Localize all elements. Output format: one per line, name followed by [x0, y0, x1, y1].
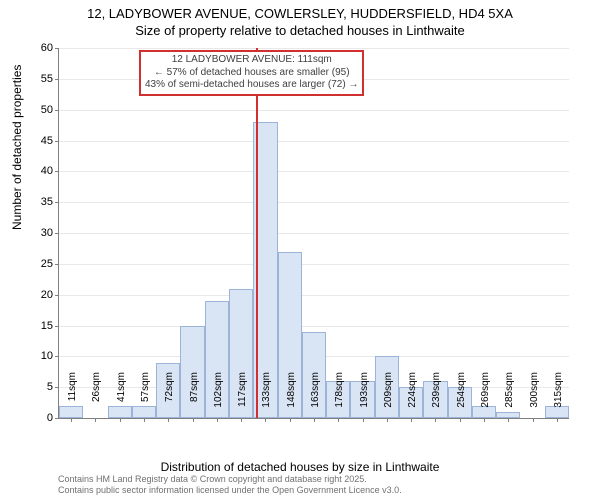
annotation-box: 12 LADYBOWER AVENUE: 111sqm ← 57% of det…	[139, 50, 364, 96]
xtick-mark	[411, 418, 412, 422]
xtick-label: 87sqm	[189, 372, 200, 422]
ytick-label: 55	[41, 73, 53, 85]
xtick-label: 193sqm	[359, 372, 370, 422]
footer-line-2: Contains public sector information licen…	[58, 485, 402, 496]
xtick-mark	[363, 418, 364, 422]
xtick-mark	[265, 418, 266, 422]
xtick-label: 11sqm	[67, 372, 78, 422]
xtick-label: 300sqm	[529, 372, 540, 422]
xtick-label: 41sqm	[116, 372, 127, 422]
chart-title: 12, LADYBOWER AVENUE, COWLERSLEY, HUDDER…	[0, 0, 600, 40]
ytick-mark	[55, 202, 59, 203]
footer: Contains HM Land Registry data © Crown c…	[58, 474, 402, 496]
xtick-label: 269sqm	[480, 372, 491, 422]
ytick-mark	[55, 264, 59, 265]
ytick-mark	[55, 48, 59, 49]
xtick-mark	[120, 418, 121, 422]
ytick-mark	[55, 387, 59, 388]
title-line-2: Size of property relative to detached ho…	[0, 23, 600, 40]
gridline	[59, 171, 569, 172]
ytick-label: 30	[41, 227, 53, 239]
xtick-mark	[144, 418, 145, 422]
gridline	[59, 202, 569, 203]
xtick-mark	[193, 418, 194, 422]
xtick-label: 209sqm	[383, 372, 394, 422]
x-axis-label: Distribution of detached houses by size …	[0, 460, 600, 474]
gridline	[59, 110, 569, 111]
ytick-label: 10	[41, 350, 53, 362]
gridline	[59, 233, 569, 234]
ytick-mark	[55, 418, 59, 419]
ytick-label: 0	[47, 412, 53, 424]
xtick-label: 163sqm	[310, 372, 321, 422]
ytick-mark	[55, 171, 59, 172]
y-axis-label: Number of detached properties	[10, 65, 24, 230]
xtick-label: 26sqm	[91, 372, 102, 422]
ytick-label: 35	[41, 196, 53, 208]
ytick-label: 60	[41, 42, 53, 54]
ytick-mark	[55, 326, 59, 327]
gridline	[59, 141, 569, 142]
ytick-mark	[55, 141, 59, 142]
ytick-mark	[55, 356, 59, 357]
xtick-mark	[95, 418, 96, 422]
ytick-label: 20	[41, 289, 53, 301]
xtick-label: 285sqm	[504, 372, 515, 422]
reference-line	[256, 48, 258, 418]
ytick-label: 40	[41, 165, 53, 177]
ytick-mark	[55, 79, 59, 80]
xtick-mark	[484, 418, 485, 422]
annotation-line-3: 43% of semi-detached houses are larger (…	[145, 79, 358, 92]
ytick-label: 25	[41, 258, 53, 270]
xtick-label: 315sqm	[553, 372, 564, 422]
ytick-label: 50	[41, 104, 53, 116]
xtick-mark	[460, 418, 461, 422]
chart-container: 12, LADYBOWER AVENUE, COWLERSLEY, HUDDER…	[0, 0, 600, 500]
gridline	[59, 295, 569, 296]
ytick-mark	[55, 233, 59, 234]
xtick-mark	[557, 418, 558, 422]
gridline	[59, 48, 569, 49]
xtick-mark	[71, 418, 72, 422]
gridline	[59, 264, 569, 265]
xtick-mark	[314, 418, 315, 422]
xtick-mark	[168, 418, 169, 422]
xtick-mark	[290, 418, 291, 422]
xtick-mark	[217, 418, 218, 422]
xtick-mark	[533, 418, 534, 422]
xtick-label: 148sqm	[286, 372, 297, 422]
xtick-label: 239sqm	[431, 372, 442, 422]
annotation-line-1: 12 LADYBOWER AVENUE: 111sqm	[145, 54, 358, 67]
xtick-mark	[338, 418, 339, 422]
xtick-mark	[435, 418, 436, 422]
title-line-1: 12, LADYBOWER AVENUE, COWLERSLEY, HUDDER…	[0, 6, 600, 23]
plot-area: 05101520253035404550556011sqm26sqm41sqm5…	[58, 48, 569, 419]
xtick-mark	[241, 418, 242, 422]
xtick-label: 178sqm	[334, 372, 345, 422]
ytick-mark	[55, 110, 59, 111]
ytick-mark	[55, 295, 59, 296]
ytick-label: 15	[41, 320, 53, 332]
xtick-label: 117sqm	[237, 372, 248, 422]
gridline	[59, 326, 569, 327]
xtick-label: 72sqm	[164, 372, 175, 422]
xtick-label: 224sqm	[407, 372, 418, 422]
xtick-mark	[508, 418, 509, 422]
xtick-label: 57sqm	[140, 372, 151, 422]
xtick-label: 133sqm	[261, 372, 272, 422]
xtick-label: 102sqm	[213, 372, 224, 422]
xtick-mark	[387, 418, 388, 422]
ytick-label: 45	[41, 135, 53, 147]
footer-line-1: Contains HM Land Registry data © Crown c…	[58, 474, 402, 485]
xtick-label: 254sqm	[456, 372, 467, 422]
ytick-label: 5	[47, 381, 53, 393]
annotation-line-2: ← 57% of detached houses are smaller (95…	[145, 67, 358, 80]
